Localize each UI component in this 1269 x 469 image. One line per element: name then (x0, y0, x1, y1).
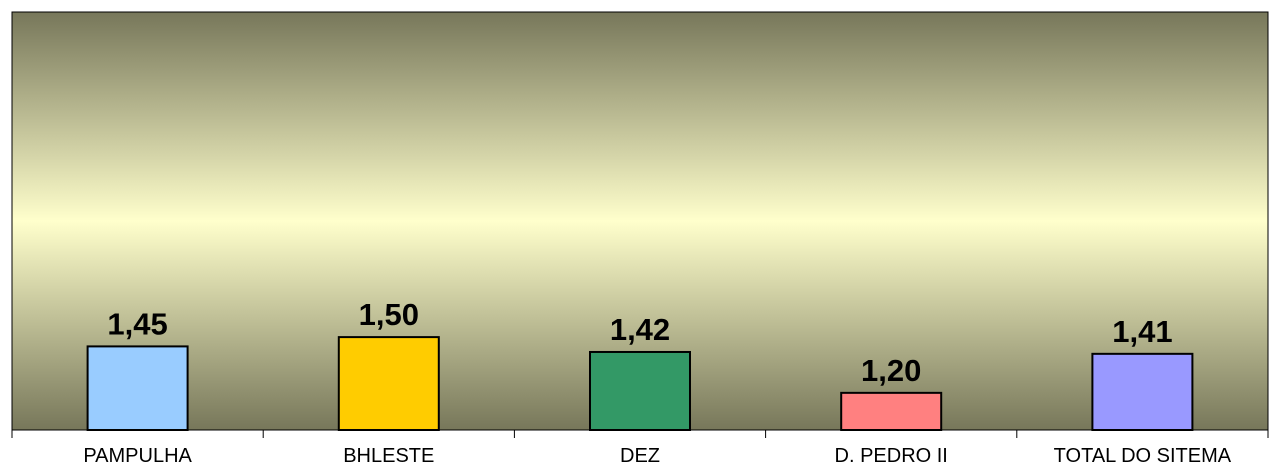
value-label: 1,50 (359, 297, 419, 332)
value-label: 1,41 (1112, 314, 1172, 349)
x-tick-label: TOTAL DO SITEMA (1054, 445, 1232, 467)
bar (337, 336, 440, 431)
x-tick-label: PAMPULHA (83, 445, 192, 467)
x-tick-label: BHLESTE (343, 445, 434, 467)
value-label: 1,20 (861, 353, 921, 388)
value-label: 1,45 (107, 306, 167, 341)
x-tick-label: DEZ (620, 445, 660, 467)
bar (1091, 352, 1194, 432)
bar (589, 350, 691, 431)
bar (840, 391, 943, 432)
x-tick-label: D. PEDRO II (835, 445, 948, 467)
bar (86, 345, 189, 431)
value-label: 1,42 (610, 312, 670, 347)
